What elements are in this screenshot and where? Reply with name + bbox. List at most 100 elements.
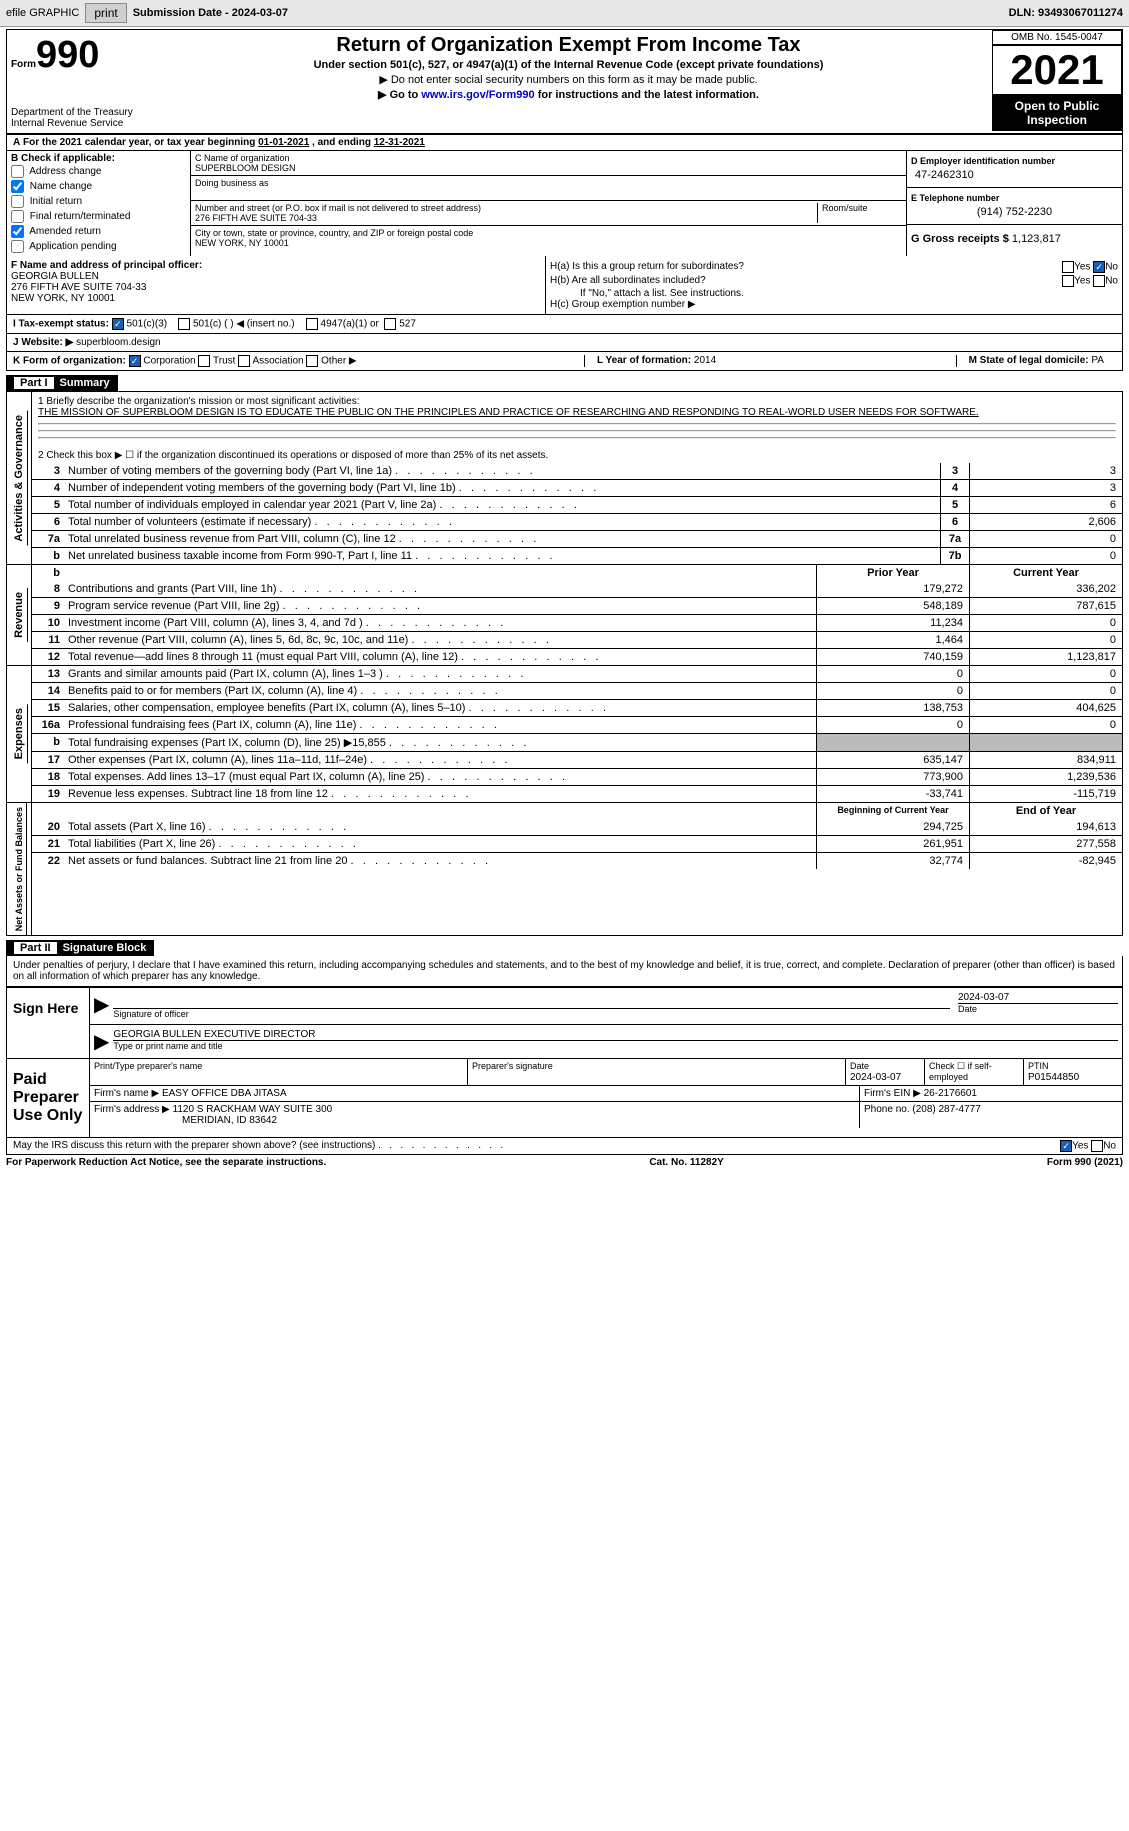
row-15: 15Salaries, other compensation, employee…: [32, 699, 1122, 716]
ein-label: D Employer identification number: [911, 156, 1055, 166]
may-yes-checkbox[interactable]: ✓: [1060, 1140, 1072, 1152]
line-a: A For the 2021 calendar year, or tax yea…: [6, 134, 1123, 150]
org-name: SUPERBLOOM DESIGN: [195, 163, 296, 173]
row-b: bNet unrelated business taxable income f…: [32, 547, 1122, 564]
hb-label: H(b) Are all subordinates included?: [550, 275, 706, 287]
row-21: 21Total liabilities (Part X, line 26)261…: [32, 835, 1122, 852]
form-word: Form: [11, 59, 36, 70]
501c-checkbox[interactable]: [178, 318, 190, 330]
checkbox-initial-return[interactable]: Initial return: [11, 194, 186, 209]
sig-officer-label: Signature of officer: [113, 1009, 188, 1019]
revenue-label: Revenue: [11, 588, 28, 642]
section-bcd: B Check if applicable: Address change Na…: [6, 150, 1123, 256]
dln-label: DLN:: [1009, 7, 1038, 19]
checkbox-amended-return[interactable]: Amended return: [11, 224, 186, 239]
paid-preparer-label: Paid Preparer Use Only: [7, 1059, 90, 1137]
sec-i: I Tax-exempt status: ✓ 501(c)(3) 501(c) …: [6, 315, 1123, 334]
footer: For Paperwork Reduction Act Notice, see …: [6, 1157, 1123, 1168]
firm-addr2: MERIDIAN, ID 83642: [182, 1115, 277, 1126]
arrow-icon-2: ▶: [94, 1029, 109, 1054]
city-label: City or town, state or province, country…: [195, 228, 473, 238]
name-title-label: Type or print name and title: [113, 1041, 222, 1051]
row-10: 10Investment income (Part VIII, column (…: [32, 614, 1122, 631]
arrow-icon: ▶: [94, 992, 109, 1020]
room-label: Room/suite: [822, 203, 868, 213]
row-13: 13Grants and similar amounts paid (Part …: [32, 666, 1122, 682]
checkbox-name-change[interactable]: Name change: [11, 179, 186, 194]
gross-value: 1,123,817: [1012, 233, 1061, 245]
4947-checkbox[interactable]: [306, 318, 318, 330]
officer-name: GEORGIA BULLEN: [11, 271, 99, 282]
print-button[interactable]: print: [85, 3, 126, 23]
form-title: Return of Organization Exempt From Incom…: [153, 34, 984, 57]
year-formation: 2014: [694, 355, 716, 366]
self-employed-check[interactable]: Check ☐ if self-employed: [925, 1059, 1024, 1085]
row-20: 20Total assets (Part X, line 16)294,7251…: [32, 819, 1122, 835]
corp-checkbox[interactable]: ✓: [129, 355, 141, 367]
sec-k: K Form of organization: ✓ Corporation Tr…: [6, 352, 1123, 371]
hb-note: If "No," attach a list. See instructions…: [550, 288, 1118, 299]
officer-label: F Name and address of principal officer:: [11, 260, 202, 271]
527-checkbox[interactable]: [384, 318, 396, 330]
paperwork-notice: For Paperwork Reduction Act Notice, see …: [6, 1157, 326, 1168]
part-2-header: Part IISignature Block: [6, 940, 154, 956]
checkbox-address-change[interactable]: Address change: [11, 164, 186, 179]
other-checkbox[interactable]: [306, 355, 318, 367]
irs-label: Internal Revenue Service: [11, 118, 141, 129]
row-b: bTotal fundraising expenses (Part IX, co…: [32, 733, 1122, 751]
open-to-public: Open to Public Inspection: [992, 95, 1122, 131]
row-8: 8Contributions and grants (Part VIII, li…: [32, 581, 1122, 597]
trust-checkbox[interactable]: [198, 355, 210, 367]
firm-name: EASY OFFICE DBA JITASA: [162, 1088, 287, 1099]
may-no-checkbox[interactable]: [1091, 1140, 1103, 1152]
form-year-footer: Form 990 (2021): [1047, 1157, 1123, 1168]
row-5: 5Total number of individuals employed in…: [32, 496, 1122, 513]
officer-addr1: 276 FIFTH AVE SUITE 704-33: [11, 282, 146, 293]
hc-label: H(c) Group exemption number ▶: [550, 299, 1118, 310]
firm-phone: (208) 287-4777: [912, 1104, 980, 1115]
hb-yes-checkbox[interactable]: [1062, 275, 1074, 287]
form-subtitle-2: ▶ Do not enter social security numbers o…: [153, 73, 984, 86]
form-number: 990: [36, 34, 99, 76]
checkbox-final-return-terminated[interactable]: Final return/terminated: [11, 209, 186, 224]
submission-date-label: Submission Date -: [133, 7, 232, 19]
row-22: 22Net assets or fund balances. Subtract …: [32, 852, 1122, 869]
ha-no-checkbox[interactable]: ✓: [1093, 261, 1105, 273]
org-city: NEW YORK, NY 10001: [195, 238, 289, 248]
website-value: superbloom.design: [73, 337, 160, 348]
org-name-label: C Name of organization: [195, 153, 290, 163]
hb-no-checkbox[interactable]: [1093, 275, 1105, 287]
row-9: 9Program service revenue (Part VIII, lin…: [32, 597, 1122, 614]
checkbox-application-pending[interactable]: Application pending: [11, 239, 186, 254]
prior-year-header: Prior Year: [816, 565, 969, 581]
ptin-value: P01544850: [1028, 1072, 1079, 1083]
tel-label: E Telephone number: [911, 193, 999, 203]
officer-printed-name: GEORGIA BULLEN EXECUTIVE DIRECTOR: [113, 1029, 1118, 1041]
row-4: 4Number of independent voting members of…: [32, 479, 1122, 496]
officer-addr2: NEW YORK, NY 10001: [11, 293, 115, 304]
tax-year: 2021: [992, 45, 1122, 95]
state-domicile: PA: [1091, 355, 1104, 366]
assoc-checkbox[interactable]: [238, 355, 250, 367]
line1-label: 1 Briefly describe the organization's mi…: [38, 396, 360, 407]
form-subtitle-1: Under section 501(c), 527, or 4947(a)(1)…: [153, 59, 984, 71]
form-header: Form990 Department of the Treasury Inter…: [6, 29, 1123, 134]
sig-date: 2024-03-07: [958, 992, 1118, 1004]
org-address: 276 FIFTH AVE SUITE 704-33: [195, 213, 317, 223]
boy-header: Beginning of Current Year: [816, 803, 969, 819]
line2: 2 Check this box ▶ ☐ if the organization…: [32, 448, 1122, 463]
sign-here-label: Sign Here: [7, 988, 90, 1058]
row-12: 12Total revenue—add lines 8 through 11 (…: [32, 648, 1122, 665]
section-fh: F Name and address of principal officer:…: [6, 256, 1123, 315]
expenses-label: Expenses: [11, 704, 28, 763]
signature-block: Sign Here ▶ Signature of officer 2024-03-0…: [6, 986, 1123, 1059]
ha-yes-checkbox[interactable]: [1062, 261, 1074, 273]
current-year-header: Current Year: [969, 565, 1122, 581]
row-18: 18Total expenses. Add lines 13–17 (must …: [32, 768, 1122, 785]
irs-link[interactable]: www.irs.gov/Form990: [421, 89, 534, 101]
prep-date: 2024-03-07: [850, 1072, 901, 1083]
activities-governance-label: Activities & Governance: [11, 411, 28, 546]
row-17: 17Other expenses (Part IX, column (A), l…: [32, 751, 1122, 768]
501c3-checkbox[interactable]: ✓: [112, 318, 124, 330]
eoy-header: End of Year: [969, 803, 1122, 819]
